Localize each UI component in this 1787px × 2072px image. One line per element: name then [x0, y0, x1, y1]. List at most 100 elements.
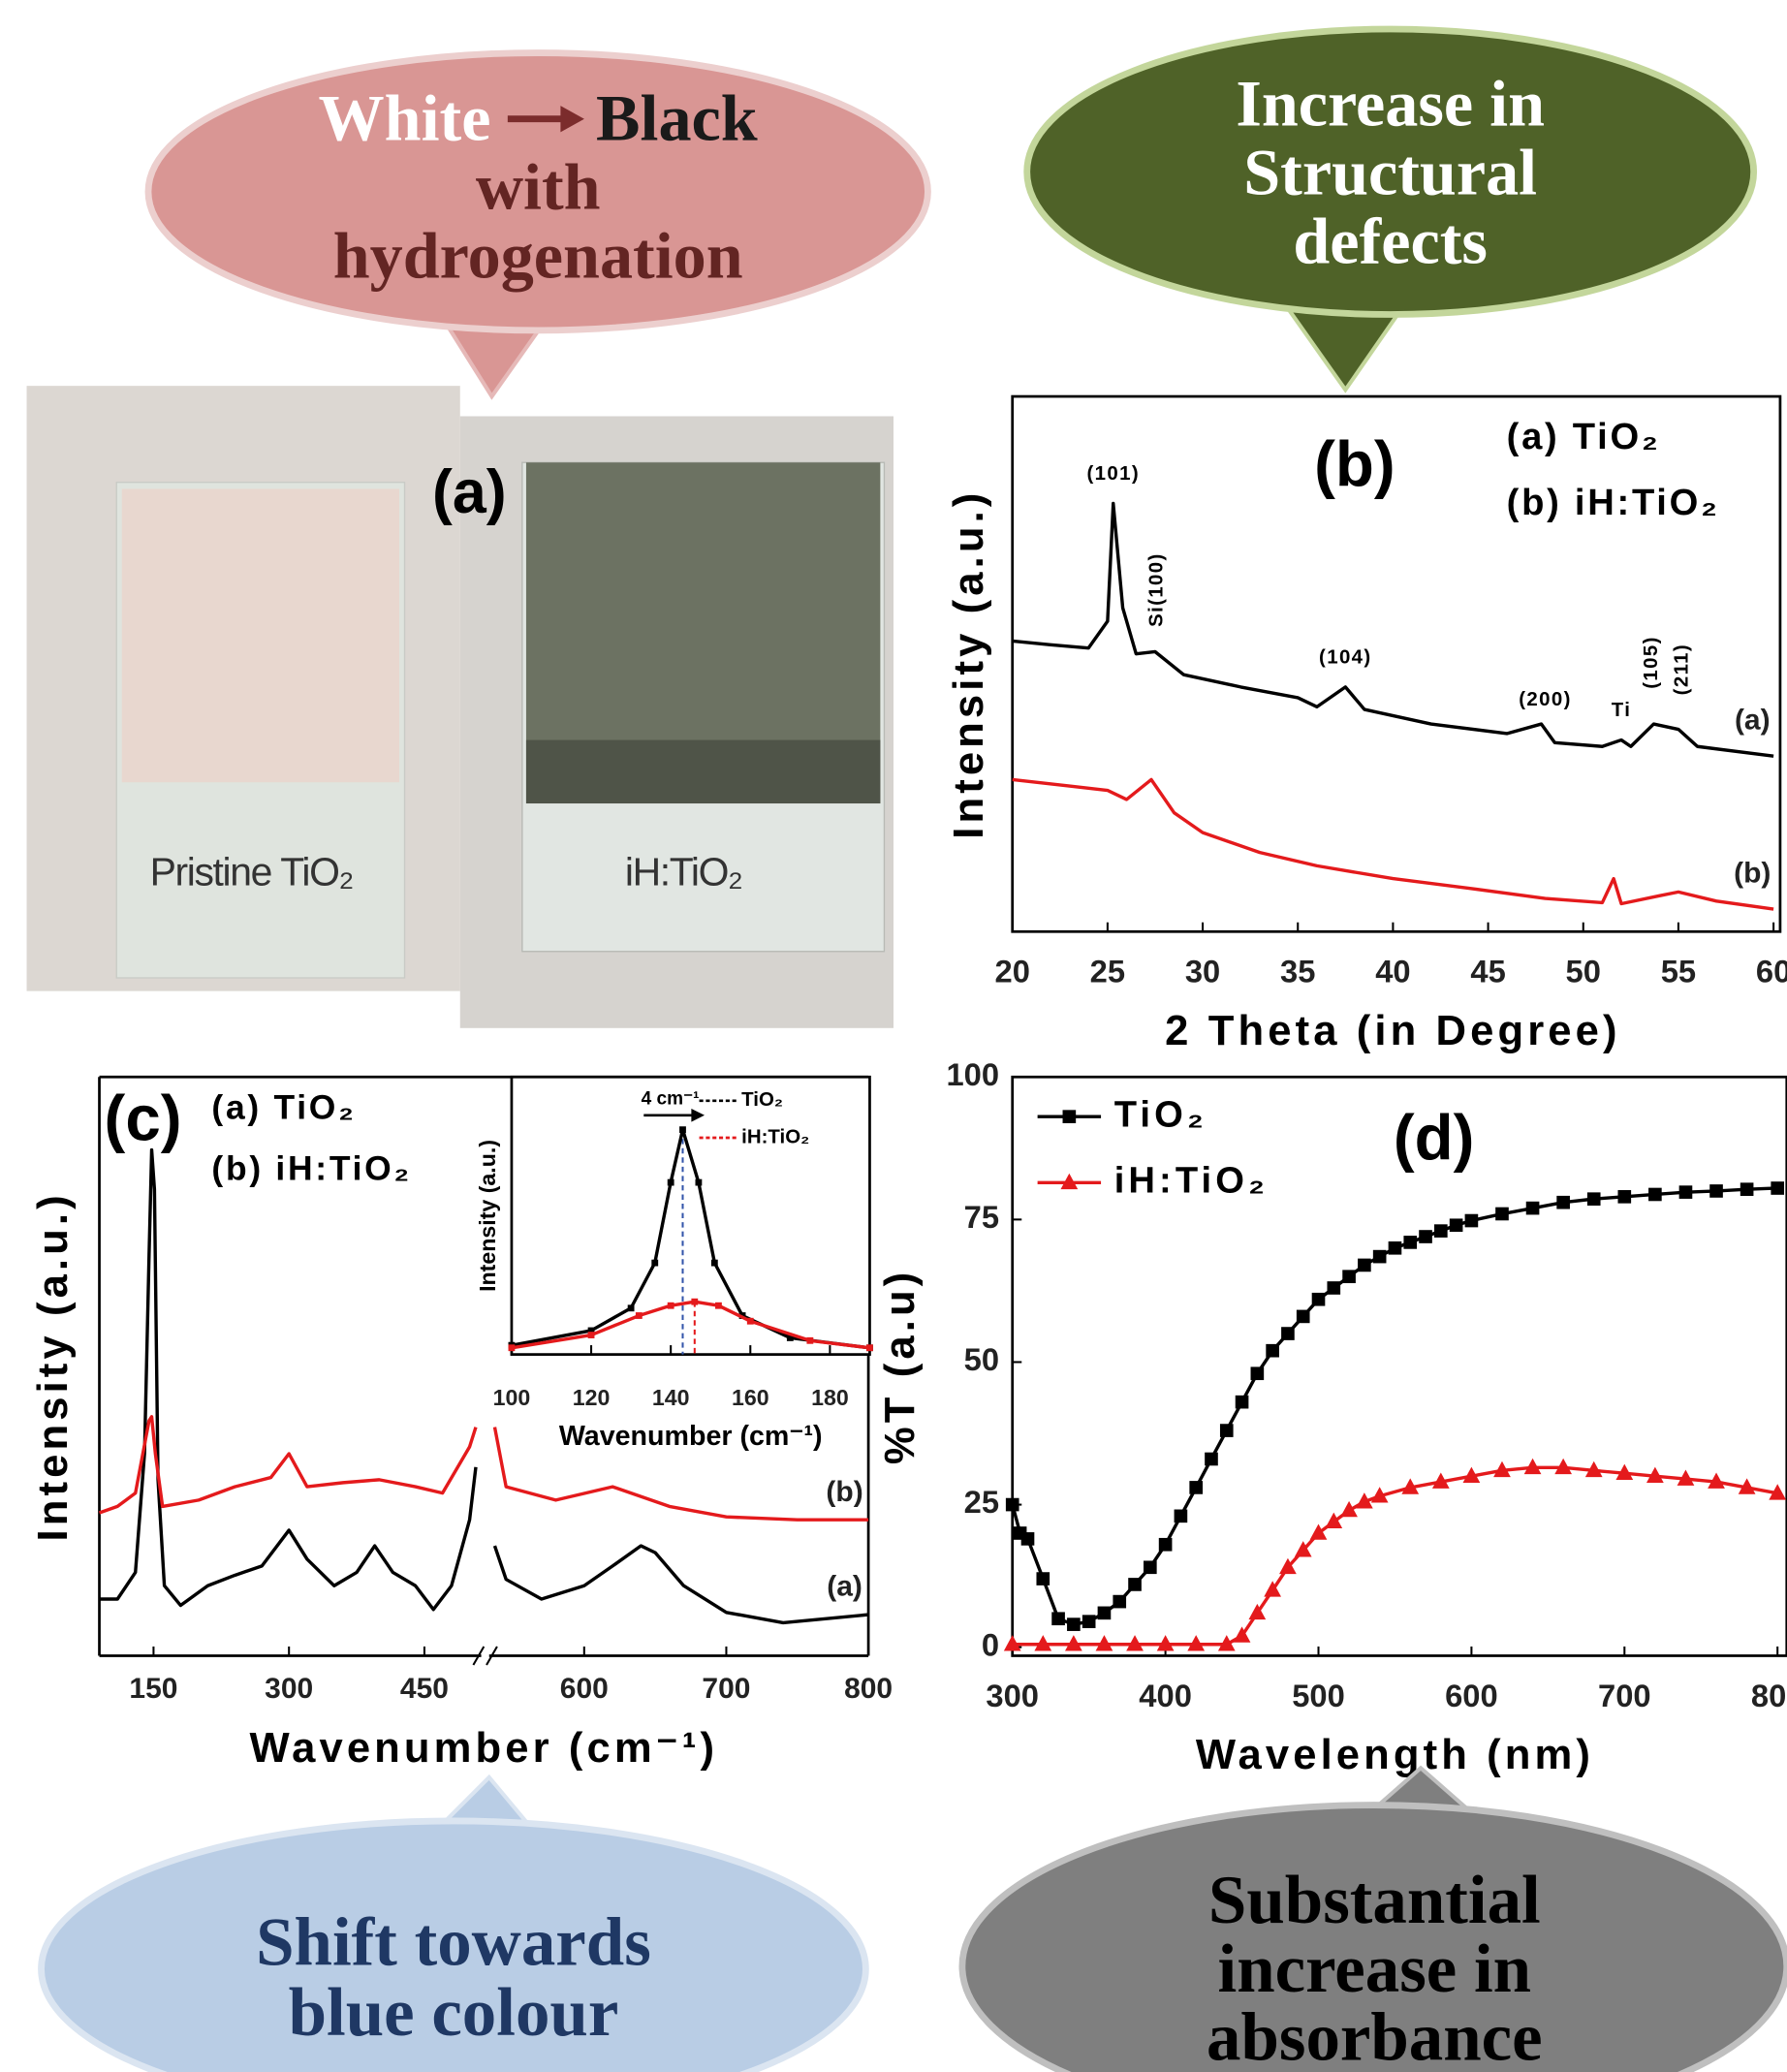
- marker: [1556, 1196, 1570, 1209]
- y-tick-label: 25: [964, 1484, 999, 1520]
- marker: [1617, 1190, 1631, 1204]
- callout-text: White: [319, 81, 491, 155]
- callout-text: with: [476, 149, 601, 223]
- y-axis-label: %T (a.u): [877, 1269, 924, 1464]
- panel-label: (d): [1394, 1103, 1475, 1174]
- x-tick-label: 700: [702, 1673, 750, 1705]
- x-tick-label: 300: [265, 1673, 313, 1705]
- legend-label: TiO₂: [741, 1088, 783, 1111]
- marker: [1251, 1366, 1265, 1380]
- marker: [747, 1318, 754, 1325]
- curve-label: (b): [1734, 858, 1771, 890]
- marker: [1342, 1270, 1356, 1283]
- x-axis-label: Wavelength (nm): [1196, 1732, 1594, 1778]
- callout-text: absorbance: [1207, 2000, 1543, 2072]
- y-tick-label: 50: [964, 1341, 999, 1377]
- sample-label: Pristine TiO₂: [150, 850, 353, 895]
- peak-label: Si(100): [1144, 552, 1167, 627]
- x-tick-label: 400: [1139, 1678, 1192, 1713]
- legend-label: (b) iH:TiO₂: [211, 1148, 412, 1187]
- data-line: [1013, 504, 1773, 757]
- marker: [1327, 1281, 1340, 1295]
- marker: [668, 1303, 674, 1309]
- marker: [1526, 1202, 1540, 1215]
- callout: White Black with hydrogenation: [148, 53, 927, 397]
- marker: [1128, 1578, 1142, 1591]
- callout: Substantial increase in absorbance: [962, 1768, 1787, 2072]
- marker: [1340, 1501, 1358, 1517]
- data-line: [1013, 1467, 1777, 1644]
- marker: [691, 1299, 698, 1305]
- y-axis-label: Intensity (a.u.): [30, 1191, 77, 1541]
- data-line: [494, 1546, 868, 1622]
- legend-label: iH:TiO₂: [1114, 1159, 1269, 1201]
- marker: [1205, 1453, 1218, 1466]
- x-tick-label: 300: [986, 1678, 1039, 1713]
- marker: [636, 1312, 643, 1319]
- callout-text: Increase in: [1236, 67, 1545, 141]
- marker: [1021, 1532, 1035, 1546]
- inset-x-label: Wavenumber (cm⁻¹): [559, 1421, 823, 1452]
- marker: [1419, 1230, 1432, 1243]
- marker: [696, 1179, 703, 1186]
- marker: [1266, 1344, 1279, 1358]
- marker: [1465, 1214, 1479, 1228]
- marker: [1450, 1218, 1463, 1232]
- peak-label: (104): [1319, 645, 1372, 668]
- marker: [1082, 1615, 1096, 1628]
- callout-text: defects: [1293, 204, 1488, 277]
- marker: [1771, 1181, 1784, 1195]
- x-tick-label: 20: [995, 954, 1030, 989]
- figure: (a) Pristine TiO₂ iH:TiO₂ 20253035404550…: [0, 0, 1787, 2072]
- marker: [1325, 1513, 1342, 1528]
- marker: [1679, 1185, 1693, 1199]
- curve-label: (b): [826, 1476, 862, 1508]
- marker: [1310, 1523, 1328, 1539]
- x-tick-label: 35: [1280, 954, 1315, 989]
- marker: [1144, 1560, 1157, 1574]
- y-tick-label: 100: [946, 1056, 999, 1092]
- inset-y-label: Intensity (a.u.): [475, 1140, 500, 1292]
- marker: [1281, 1327, 1295, 1340]
- y-axis-label: Intensity (a.u.): [946, 489, 992, 839]
- curve-label: (a): [1735, 705, 1771, 737]
- x-tick-label: 45: [1470, 954, 1505, 989]
- film-pristine: [122, 489, 399, 783]
- marker: [1312, 1293, 1326, 1306]
- x-tick-label: 60: [1756, 954, 1787, 989]
- marker: [715, 1303, 722, 1309]
- sample-label: iH:TiO₂: [625, 850, 742, 895]
- x-tick-label: 700: [1598, 1678, 1651, 1713]
- callout-text: Shift towards: [256, 1905, 651, 1981]
- marker: [1495, 1208, 1509, 1221]
- x-tick-label: 450: [400, 1673, 449, 1705]
- marker: [1389, 1241, 1402, 1255]
- x-tick-label: 600: [1445, 1678, 1498, 1713]
- x-tick-label: 25: [1090, 954, 1125, 989]
- y-tick-label: 75: [964, 1199, 999, 1235]
- marker: [1098, 1607, 1112, 1620]
- marker: [1006, 1498, 1019, 1512]
- marker: [1434, 1224, 1448, 1238]
- x-tick-label: 160: [732, 1385, 769, 1410]
- callout-text: increase in: [1218, 1931, 1532, 2007]
- callout-text: Black: [596, 81, 758, 155]
- marker: [1051, 1612, 1065, 1625]
- panel-label: (c): [105, 1083, 182, 1153]
- x-tick-label: 180: [811, 1385, 849, 1410]
- page: {"callouts": [ {"from": "White", "to": "…: [0, 0, 1787, 2072]
- photo: (a) Pristine TiO₂ iH:TiO₂: [27, 386, 894, 1028]
- x-tick-label: 140: [652, 1385, 690, 1410]
- callout: Shift towards blue colour: [42, 1777, 866, 2072]
- x-tick-label: 30: [1185, 954, 1220, 989]
- callout-text: Substantial: [1208, 1863, 1541, 1938]
- panel-label: (b): [1314, 428, 1395, 499]
- marker: [866, 1344, 873, 1351]
- legend-marker: [1063, 1110, 1077, 1123]
- x-tick-label: 800: [844, 1673, 893, 1705]
- y-tick-label: 0: [982, 1626, 999, 1662]
- legend-label: (b) iH:TiO₂: [1507, 482, 1720, 523]
- peak-label: (211): [1670, 644, 1692, 695]
- marker: [1403, 1236, 1417, 1249]
- marker: [1036, 1572, 1050, 1585]
